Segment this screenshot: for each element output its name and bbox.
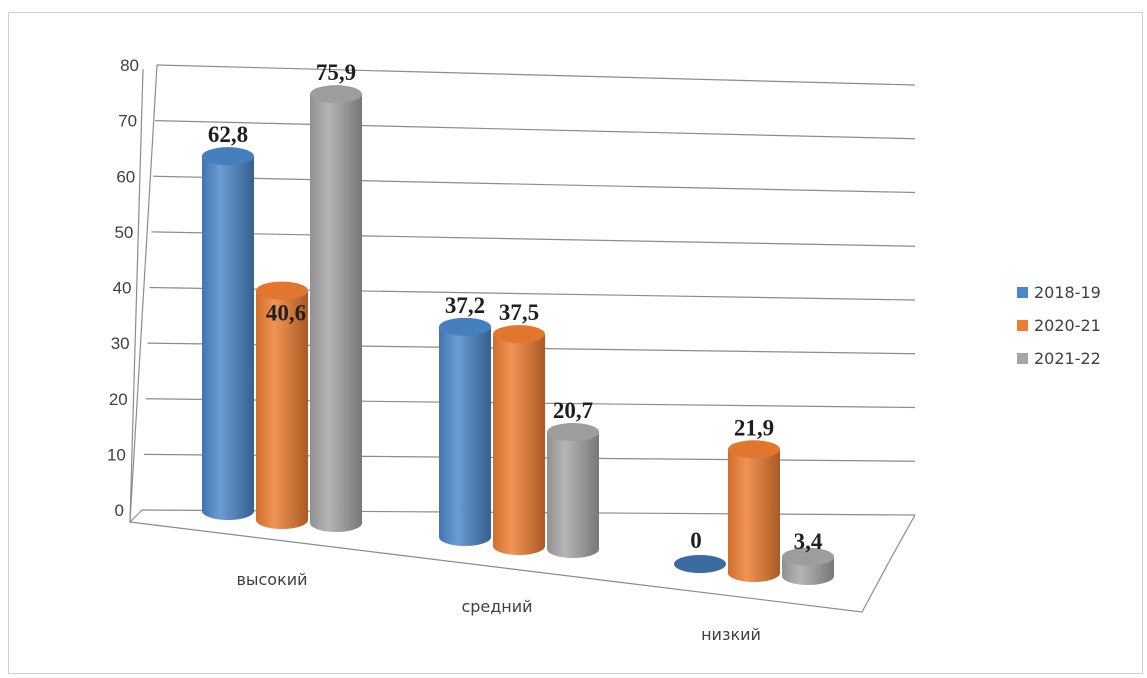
category-label: средний xyxy=(461,597,532,616)
bar-body xyxy=(310,94,362,532)
bar-cap xyxy=(439,317,491,336)
bar-body xyxy=(547,432,599,558)
bar-body xyxy=(256,290,308,529)
category-labels: высокий средний низкий xyxy=(236,570,760,644)
legend[interactable]: 2018-19 2020-21 2021-22 xyxy=(1017,283,1101,368)
legend-label: 2020-21 xyxy=(1034,316,1101,335)
bar xyxy=(202,147,254,520)
data-label: 37,5 xyxy=(499,300,539,325)
data-label: 37,2 xyxy=(445,293,485,318)
gridline xyxy=(151,231,916,247)
data-label: 0 xyxy=(690,528,702,553)
category-label: низкий xyxy=(701,625,761,644)
bar xyxy=(728,440,780,582)
y-tick-label: 80 xyxy=(120,56,139,75)
bar-body xyxy=(202,156,254,520)
y-tick-label: 60 xyxy=(116,167,135,186)
category-label: высокий xyxy=(236,570,307,589)
bar xyxy=(493,325,545,555)
bar xyxy=(310,85,362,532)
data-label: 20,7 xyxy=(553,398,593,423)
y-tick-label: 0 xyxy=(115,501,124,520)
data-labels: 62,8 40,6 75,9 37,2 37,5 20,7 0 21,9 3,4 xyxy=(208,60,823,554)
bar-cap xyxy=(674,555,726,573)
legend-swatch xyxy=(1017,287,1028,298)
data-label: 21,9 xyxy=(734,415,774,440)
bar xyxy=(547,423,599,558)
legend-label: 2018-19 xyxy=(1034,283,1101,302)
y-tick-label: 40 xyxy=(113,279,132,298)
gridline xyxy=(155,120,916,140)
y-axis-ticks: 0 10 20 30 40 50 60 70 80 xyxy=(107,56,139,520)
legend-label: 2021-22 xyxy=(1034,349,1101,368)
bar-cap xyxy=(256,281,308,300)
bar-cap xyxy=(310,85,362,104)
gridline xyxy=(156,64,916,86)
data-label: 62,8 xyxy=(208,122,248,147)
data-label: 75,9 xyxy=(316,60,356,85)
bar-cap xyxy=(547,423,599,442)
bar-cap xyxy=(728,440,780,459)
y-tick-label: 20 xyxy=(109,390,128,409)
axes xyxy=(129,64,916,613)
y-tick-label: 30 xyxy=(111,334,130,353)
y-tick-label: 10 xyxy=(107,445,126,464)
legend-item[interactable]: 2020-21 xyxy=(1017,316,1101,335)
bar xyxy=(782,547,834,585)
bars xyxy=(202,85,834,585)
floor-edge xyxy=(129,514,916,613)
bar-cap xyxy=(493,325,545,344)
gridline xyxy=(153,175,916,194)
legend-swatch xyxy=(1017,353,1028,364)
bar-body xyxy=(439,326,491,546)
data-label: 3,4 xyxy=(794,529,823,554)
legend-item[interactable]: 2018-19 xyxy=(1017,283,1101,302)
bar-cap xyxy=(782,547,834,566)
y-tick-label: 70 xyxy=(118,112,137,131)
y-tick-label: 50 xyxy=(114,223,133,242)
y-axis-wall xyxy=(129,64,158,524)
bar xyxy=(256,281,308,529)
bar xyxy=(674,555,726,573)
chart-frame xyxy=(8,12,1143,674)
bar-body xyxy=(493,334,545,555)
data-label: 40,6 xyxy=(266,301,306,326)
y-axis-line xyxy=(129,68,144,523)
bar-cap xyxy=(202,147,254,166)
bar xyxy=(439,317,491,546)
legend-item[interactable]: 2021-22 xyxy=(1017,349,1101,368)
legend-swatch xyxy=(1017,320,1028,331)
bar-body xyxy=(728,449,780,582)
